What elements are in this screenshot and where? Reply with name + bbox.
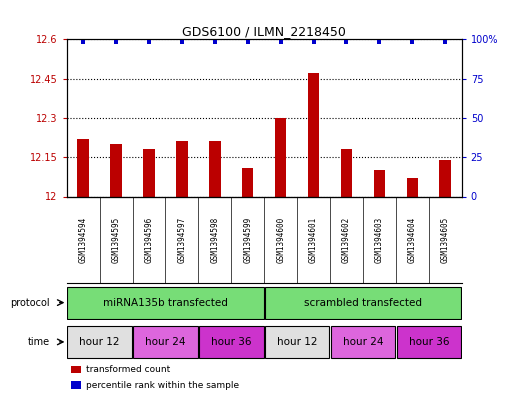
Text: GSM1394603: GSM1394603 bbox=[375, 217, 384, 263]
Point bbox=[145, 39, 153, 45]
Bar bbox=[397, 326, 461, 358]
Point bbox=[244, 39, 252, 45]
Text: GSM1394600: GSM1394600 bbox=[276, 217, 285, 263]
Bar bbox=[308, 73, 319, 196]
Point bbox=[112, 39, 120, 45]
Text: time: time bbox=[28, 337, 50, 347]
Bar bbox=[265, 326, 329, 358]
Point bbox=[342, 39, 350, 45]
Text: hour 24: hour 24 bbox=[343, 337, 383, 347]
Text: hour 12: hour 12 bbox=[80, 337, 120, 347]
Bar bbox=[341, 149, 352, 196]
Bar bbox=[265, 287, 461, 318]
Bar bbox=[67, 326, 132, 358]
Bar bbox=[209, 141, 221, 196]
Bar bbox=[133, 326, 198, 358]
Text: scrambled transfected: scrambled transfected bbox=[304, 298, 422, 308]
Point bbox=[277, 39, 285, 45]
Point bbox=[309, 39, 318, 45]
Text: hour 12: hour 12 bbox=[277, 337, 318, 347]
Bar bbox=[71, 365, 81, 373]
Bar bbox=[71, 381, 81, 389]
Bar bbox=[110, 144, 122, 196]
Point bbox=[408, 39, 417, 45]
Bar bbox=[407, 178, 418, 196]
Bar bbox=[242, 168, 253, 196]
Text: hour 36: hour 36 bbox=[211, 337, 251, 347]
Point bbox=[441, 39, 449, 45]
Bar bbox=[373, 170, 385, 196]
Text: GSM1394602: GSM1394602 bbox=[342, 217, 351, 263]
Point bbox=[79, 39, 87, 45]
Text: transformed count: transformed count bbox=[86, 365, 171, 374]
Bar bbox=[275, 118, 286, 196]
Text: percentile rank within the sample: percentile rank within the sample bbox=[86, 381, 240, 389]
Bar bbox=[143, 149, 155, 196]
Text: hour 36: hour 36 bbox=[408, 337, 449, 347]
Text: GSM1394594: GSM1394594 bbox=[78, 217, 88, 263]
Text: GSM1394595: GSM1394595 bbox=[111, 217, 121, 263]
Text: GSM1394604: GSM1394604 bbox=[408, 217, 417, 263]
Bar bbox=[176, 141, 188, 196]
Text: GSM1394599: GSM1394599 bbox=[243, 217, 252, 263]
Bar bbox=[440, 160, 451, 196]
Point bbox=[376, 39, 384, 45]
Bar bbox=[199, 326, 264, 358]
Point bbox=[178, 39, 186, 45]
Text: GSM1394597: GSM1394597 bbox=[177, 217, 186, 263]
Text: protocol: protocol bbox=[11, 298, 50, 308]
Text: GSM1394598: GSM1394598 bbox=[210, 217, 220, 263]
Bar bbox=[331, 326, 395, 358]
Text: miRNA135b transfected: miRNA135b transfected bbox=[103, 298, 228, 308]
Point bbox=[211, 39, 219, 45]
Text: GSM1394605: GSM1394605 bbox=[441, 217, 450, 263]
Title: GDS6100 / ILMN_2218450: GDS6100 / ILMN_2218450 bbox=[182, 25, 346, 38]
Text: GSM1394601: GSM1394601 bbox=[309, 217, 318, 263]
Text: hour 24: hour 24 bbox=[145, 337, 186, 347]
Text: GSM1394596: GSM1394596 bbox=[145, 217, 153, 263]
Bar bbox=[67, 287, 264, 318]
Bar bbox=[77, 139, 89, 196]
